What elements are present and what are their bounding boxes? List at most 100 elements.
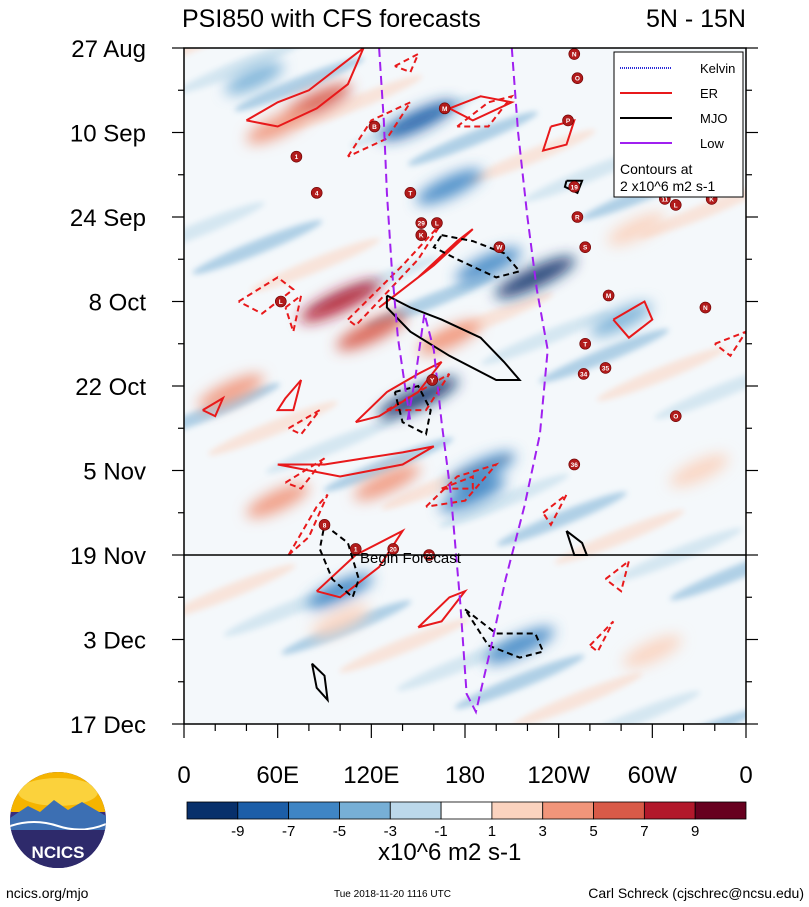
er-contour-dashed (284, 457, 326, 490)
storm-marker (368, 120, 381, 133)
texture-band (250, 238, 381, 293)
footer-center: Tue 2018-11-20 1116 UTC (334, 889, 451, 900)
storm-label: 29 (418, 221, 426, 228)
legend-note-line2: 2 x10^6 m2 s-1 (620, 178, 715, 194)
low-contours (378, 48, 549, 715)
er-contour (378, 228, 474, 309)
storm-marker (404, 187, 417, 199)
y-tick-label: 22 Oct (75, 374, 146, 401)
storm-label: M (442, 106, 447, 113)
chart-title: PSI850 with CFS forecasts (182, 5, 481, 33)
storm-marker (310, 187, 323, 199)
mjo-contour (385, 294, 522, 381)
storm-label: 30 (425, 553, 433, 560)
er-contour-dashed (347, 222, 443, 327)
anomaly-blob (354, 464, 420, 501)
storm-marker (669, 410, 682, 422)
storm-marker (426, 374, 439, 386)
er-contour-dashed (604, 558, 631, 593)
storm-label: O (575, 76, 580, 83)
storm-marker (669, 199, 682, 211)
texture-band (554, 509, 685, 564)
storm-marker (431, 217, 443, 229)
logo-wave (10, 821, 106, 831)
texture-band (208, 401, 338, 456)
storm-label: T (583, 341, 587, 348)
anomaly-blob (310, 605, 370, 638)
anomaly-blob (379, 100, 457, 141)
storm-label: W (496, 245, 503, 252)
texture-band (465, 129, 596, 184)
texture-band (184, 202, 265, 257)
texture-band (265, 419, 396, 474)
storm-label: 11 (661, 196, 668, 203)
forecast-label: Begin Forecast (360, 550, 462, 567)
colorbar-swatch (237, 801, 290, 820)
x-tick-label: 120E (343, 762, 399, 789)
x-tick-label: 180 (445, 762, 485, 789)
y-tick-label: 24 Sep (70, 205, 146, 232)
texture-band (570, 690, 701, 724)
storm-label: N (572, 52, 577, 59)
colorbar-swatch (440, 801, 493, 820)
colorbar-label: 3 (539, 823, 547, 840)
mjo-contour (432, 234, 522, 279)
texture-band (234, 57, 365, 112)
storm-label: Y (430, 377, 435, 384)
x-tick-label: 60W (628, 762, 678, 789)
anomaly-blob (607, 212, 667, 246)
texture-band (184, 383, 281, 438)
colorbar-label: 1 (488, 823, 496, 840)
storm-marker (571, 72, 584, 84)
er-contour-dashed (288, 409, 321, 436)
legend-note-line1: Contours at (620, 161, 692, 177)
colorbar-label: -3 (384, 823, 397, 840)
colorbar-swatch (491, 801, 544, 820)
er-contour-dashed (441, 475, 474, 490)
storm-label: L (674, 202, 678, 209)
anomaly-blob (669, 454, 729, 487)
texture-band (454, 654, 585, 709)
storm-label: 19 (571, 184, 579, 191)
storm-marker (415, 229, 428, 241)
anomaly-blob (336, 313, 407, 351)
texture-band (512, 672, 643, 724)
colorbar-swatch (694, 801, 747, 820)
storm-label: L (279, 299, 283, 306)
storm-marker (562, 114, 574, 127)
texture-band (407, 111, 538, 166)
logo-text: NCICS (32, 843, 85, 862)
er-contour (275, 379, 303, 412)
background-texture (184, 48, 746, 724)
er-contour-dashed (394, 51, 421, 74)
texture-band (184, 48, 307, 94)
storm-marker (318, 519, 331, 531)
storm-label: 36 (571, 462, 579, 469)
storm-marker (571, 211, 584, 223)
er-contour-dashed (238, 276, 295, 315)
storm-label: O (673, 414, 678, 421)
storm-label: L (435, 221, 439, 228)
anomaly-blob (455, 247, 522, 283)
low-contour (406, 48, 549, 715)
storm-label: 8 (323, 522, 327, 529)
er-contour-dashed (542, 493, 568, 527)
storm-marker (415, 217, 428, 229)
x-tick-label: 0 (177, 762, 190, 789)
storm-label: M (606, 293, 611, 300)
colorbar-swatch (542, 801, 594, 820)
colorbar-label: 9 (691, 823, 699, 840)
colorbar-label: -9 (231, 823, 244, 840)
storm-label: P (566, 118, 571, 125)
texture-band (596, 346, 727, 401)
storm-label: T (408, 190, 412, 197)
storm-label: 34 (580, 371, 588, 378)
texture-band (496, 491, 627, 546)
legend-low-label: Low (700, 136, 724, 151)
er-contour (245, 48, 365, 128)
er-contour-dashed (347, 99, 414, 158)
texture-band (292, 75, 423, 130)
y-tick-label: 19 Nov (70, 543, 146, 570)
er-contour-dashed (714, 330, 746, 358)
